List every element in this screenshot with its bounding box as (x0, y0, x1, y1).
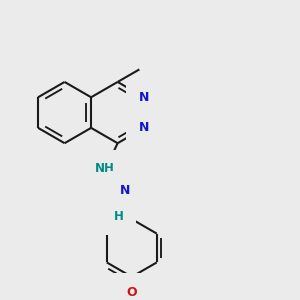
Text: N: N (139, 122, 149, 134)
Text: NH: NH (94, 162, 114, 175)
Text: N: N (120, 184, 130, 197)
Text: N: N (139, 91, 149, 104)
Text: H: H (114, 210, 124, 223)
Text: O: O (127, 286, 137, 299)
